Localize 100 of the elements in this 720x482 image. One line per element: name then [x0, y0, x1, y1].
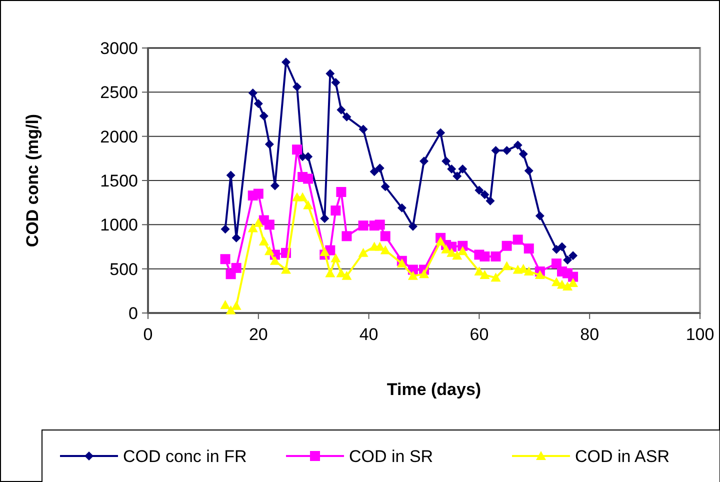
point: [330, 206, 341, 216]
point: [220, 254, 230, 264]
point: [380, 231, 390, 242]
point: [480, 190, 490, 200]
point: [512, 234, 523, 245]
point: [408, 270, 418, 280]
point: [342, 270, 352, 280]
point: [491, 146, 500, 155]
point: [490, 272, 501, 282]
point: [281, 264, 291, 274]
point: [330, 253, 341, 262]
point: [264, 140, 274, 149]
point: [568, 278, 578, 287]
point: [336, 105, 346, 114]
point: [264, 220, 274, 230]
y-tick-label: 2500: [100, 83, 138, 102]
y-tick-label: 1000: [100, 216, 138, 235]
point: [524, 244, 534, 254]
point: [490, 251, 501, 262]
point: [253, 188, 264, 199]
point: [408, 222, 418, 231]
point: [442, 156, 451, 166]
point: [513, 140, 522, 150]
point: [248, 88, 258, 98]
point: [270, 256, 280, 265]
point: [420, 156, 428, 166]
point: [231, 262, 242, 273]
legend-label: COD conc in FR: [123, 447, 247, 466]
x-tick-label: 100: [686, 325, 714, 344]
x-tick-label: 20: [248, 325, 268, 344]
point: [441, 244, 452, 254]
point: [452, 250, 462, 260]
point: [535, 211, 544, 220]
point: [419, 269, 429, 278]
y-tick-label: 1500: [100, 172, 138, 190]
point: [336, 186, 346, 197]
point: [264, 246, 274, 256]
point: [502, 261, 512, 270]
x-tick-label: 80: [580, 325, 600, 344]
y-tick-label: 500: [110, 260, 138, 279]
point: [474, 266, 484, 276]
point: [270, 181, 280, 190]
point: [524, 166, 534, 176]
y-tick-label: 0: [128, 304, 138, 323]
point: [436, 236, 446, 246]
point: [220, 224, 230, 234]
x-tick-label: 40: [359, 325, 378, 344]
point: [303, 174, 314, 184]
point: [486, 196, 495, 206]
point: [436, 128, 446, 138]
point: [358, 248, 368, 257]
point: [480, 251, 490, 262]
point: [458, 164, 468, 174]
point: [320, 247, 330, 256]
point: [292, 82, 302, 92]
legend-label: COD in ASR: [575, 447, 670, 466]
point: [380, 182, 390, 192]
y-axis-title: COD conc (mg/l): [23, 114, 42, 248]
point: [253, 218, 264, 227]
y-tick-label: 3000: [100, 39, 138, 58]
point: [326, 69, 335, 78]
x-axis-title: Time (days): [386, 380, 482, 399]
point: [502, 240, 512, 251]
x-tick-label: 60: [470, 325, 489, 344]
point: [259, 112, 268, 121]
point: [226, 305, 236, 314]
point: [458, 246, 468, 256]
point: [254, 99, 263, 108]
point: [558, 242, 566, 252]
point: [524, 266, 534, 276]
point: [474, 186, 484, 195]
point: [502, 146, 512, 155]
point: [358, 124, 368, 134]
point: [534, 270, 545, 280]
point: [397, 203, 406, 212]
point: [331, 78, 340, 87]
point: [563, 256, 572, 264]
point: [452, 172, 462, 181]
point: [248, 223, 258, 232]
point: [325, 268, 336, 278]
point: [374, 220, 385, 230]
point: [370, 167, 379, 176]
y-tick-label: 2000: [100, 127, 138, 146]
point: [220, 300, 230, 310]
point: [480, 270, 490, 280]
point: [562, 282, 573, 290]
point: [375, 164, 384, 173]
point: [447, 164, 456, 174]
point: [303, 200, 314, 210]
point: [292, 144, 302, 155]
point: [231, 300, 242, 310]
point: [374, 242, 385, 251]
legend-label: COD in SR: [349, 447, 434, 466]
point: [552, 244, 561, 254]
x-tick-label: 0: [143, 325, 153, 344]
point: [518, 150, 528, 158]
point: [342, 231, 352, 242]
point: [258, 236, 269, 246]
point: [342, 112, 352, 122]
point: [551, 258, 562, 269]
